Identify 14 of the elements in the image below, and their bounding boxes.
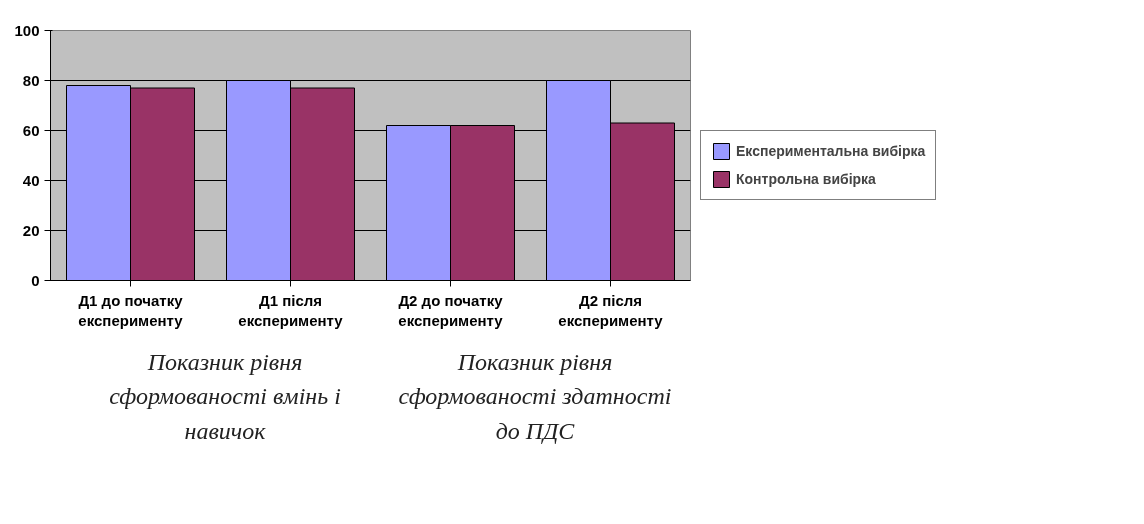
x-tick-label: Д1 після експерименту	[238, 291, 344, 329]
y-tick-label: 100	[14, 21, 40, 39]
y-tick-label: 40	[22, 171, 40, 189]
text: Показник рівня сформованості вмінь і навичок	[108, 348, 342, 446]
y-tick-label: 0	[31, 271, 40, 289]
y-tick-label: 60	[22, 121, 40, 139]
x-tick-label: Д1 до початку експерименту	[78, 291, 184, 329]
x-tick-label: Д2 до початку експерименту	[398, 291, 504, 329]
legend-label: Контрольна вибірка	[736, 171, 876, 187]
y-tick-label: 20	[22, 221, 40, 239]
text: Показник рівня сформованості здатності до ПДС	[397, 348, 673, 446]
x-tick-label: Д2 після експерименту	[558, 291, 664, 329]
legend-label: Експериментальна вибірка	[736, 143, 926, 159]
y-tick-label: 80	[22, 71, 40, 89]
